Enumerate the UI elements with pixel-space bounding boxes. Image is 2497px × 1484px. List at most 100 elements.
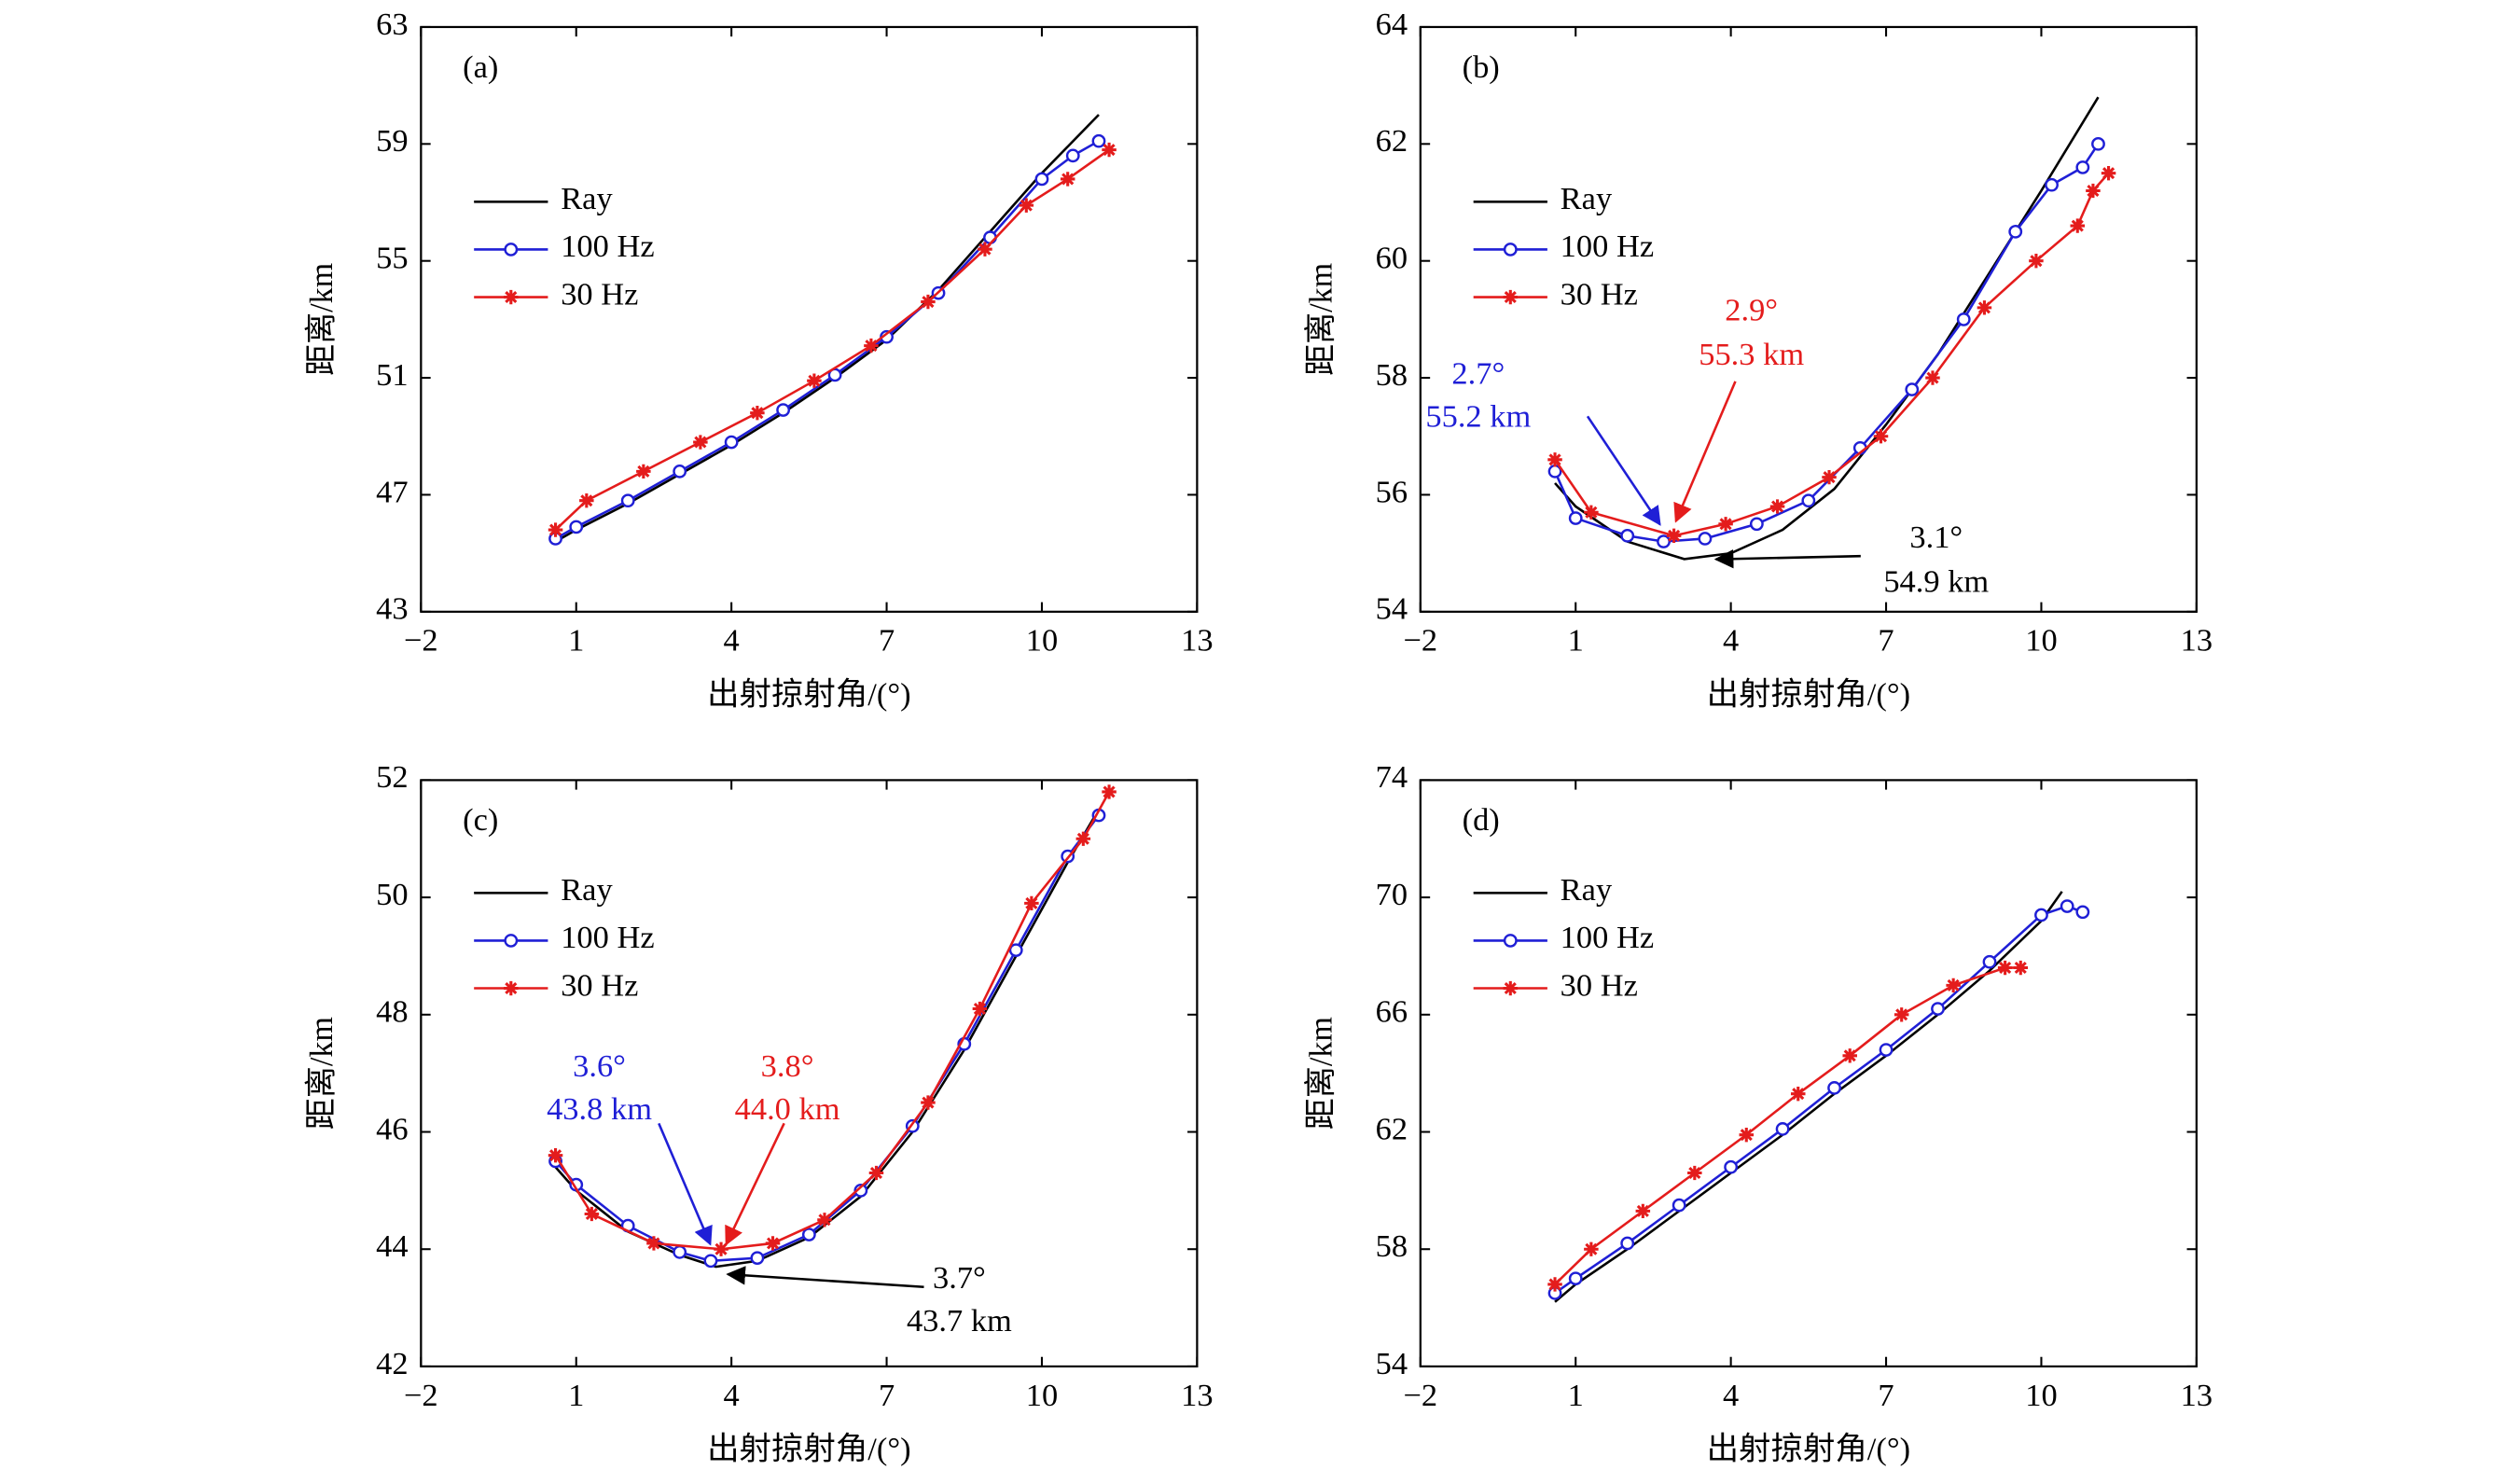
x-tick-label: 10 xyxy=(2025,1378,2057,1413)
point-marker xyxy=(1956,312,1971,326)
y-tick-label: 63 xyxy=(376,7,408,42)
legend-label: 100 Hz xyxy=(1561,920,1654,955)
point-marker xyxy=(1060,172,1075,187)
point-marker xyxy=(1827,1081,1841,1095)
point-marker xyxy=(1894,1007,1909,1022)
point-marker xyxy=(1102,784,1117,799)
point-marker xyxy=(1769,499,1785,514)
plot-frame xyxy=(1419,25,2198,613)
point-marker xyxy=(807,373,822,388)
point-marker xyxy=(548,1147,563,1163)
panel-label: (c) xyxy=(463,802,498,838)
x-tick-label: 7 xyxy=(879,623,895,659)
annotation: 3.8° xyxy=(761,1048,814,1084)
point-marker xyxy=(569,520,584,534)
y-tick-label: 46 xyxy=(376,1112,408,1147)
y-tick-label: 64 xyxy=(1376,7,1408,42)
point-marker xyxy=(2034,908,2048,922)
point-marker xyxy=(1997,960,2013,976)
point-marker xyxy=(1547,452,1562,467)
annotation: 55.2 km xyxy=(1425,399,1531,435)
point-marker xyxy=(817,1213,832,1227)
point-marker xyxy=(2075,905,2090,920)
legend-label: 100 Hz xyxy=(561,229,654,264)
point-marker xyxy=(2070,218,2086,233)
point-marker xyxy=(2029,254,2044,269)
x-tick-label: 10 xyxy=(1026,1378,1058,1413)
point-marker xyxy=(750,406,765,421)
y-axis-label: 距离/km xyxy=(304,262,340,375)
point-marker xyxy=(1584,505,1599,520)
annotation: 3.6° xyxy=(573,1048,626,1084)
annotation: 43.8 km xyxy=(547,1091,652,1127)
y-tick-label: 42 xyxy=(376,1346,408,1381)
annotation: 2.9° xyxy=(1725,293,1778,328)
point-marker xyxy=(2101,166,2116,181)
y-tick-label: 62 xyxy=(1376,1112,1408,1147)
data-line xyxy=(554,791,1111,1251)
x-tick-label: 7 xyxy=(1878,623,1894,659)
x-axis-label: 出射掠射角/(°) xyxy=(1707,1432,1910,1467)
y-tick-label: 51 xyxy=(376,357,408,393)
point-marker xyxy=(1666,528,1682,543)
point-marker xyxy=(1977,300,1992,315)
point-marker xyxy=(801,1227,816,1241)
legend-label: Ray xyxy=(1561,181,1612,216)
x-tick-label: 13 xyxy=(2181,1378,2213,1413)
annotation: 44.0 km xyxy=(735,1091,840,1127)
point-marker xyxy=(1790,1086,1806,1102)
point-marker xyxy=(620,493,635,508)
x-tick-label: −2 xyxy=(404,1378,438,1413)
point-marker xyxy=(646,1236,661,1251)
point-marker xyxy=(1657,534,1671,548)
point-marker xyxy=(1584,1241,1599,1256)
point-marker xyxy=(1024,895,1039,911)
legend-label: 30 Hz xyxy=(1561,968,1638,1004)
x-tick-label: 13 xyxy=(2181,623,2213,659)
y-tick-label: 62 xyxy=(1376,123,1408,159)
legend-label: 30 Hz xyxy=(561,277,638,312)
x-tick-label: 4 xyxy=(1723,623,1739,659)
point-marker xyxy=(2075,160,2090,174)
legend-label: 100 Hz xyxy=(1561,229,1654,264)
point-marker xyxy=(1008,943,1023,957)
legend-marker xyxy=(504,289,519,305)
y-tick-label: 58 xyxy=(1376,1228,1408,1264)
annotation-arrow xyxy=(725,1122,785,1246)
point-marker xyxy=(1905,382,1920,396)
point-marker xyxy=(1822,469,1837,485)
point-marker xyxy=(1749,517,1764,532)
point-marker xyxy=(1547,1277,1562,1292)
panel-label: (b) xyxy=(1463,49,1500,85)
x-tick-label: 4 xyxy=(724,623,740,659)
point-marker xyxy=(864,338,879,354)
point-marker xyxy=(1801,493,1816,508)
x-tick-label: 4 xyxy=(724,1378,740,1413)
annotation-arrow xyxy=(1586,415,1661,526)
y-tick-label: 59 xyxy=(376,123,408,159)
x-tick-label: 13 xyxy=(1181,1378,1213,1413)
x-tick-label: 7 xyxy=(1878,1378,1894,1413)
legend-marker xyxy=(1503,289,1519,305)
x-tick-label: 1 xyxy=(568,623,584,659)
y-tick-label: 43 xyxy=(376,591,408,627)
annotation: 54.9 km xyxy=(1883,564,1989,600)
point-marker xyxy=(1879,1043,1894,1057)
point-marker xyxy=(983,230,997,244)
data-line xyxy=(554,814,1101,1263)
point-marker xyxy=(921,294,936,310)
y-axis-label: 距离/km xyxy=(1303,1017,1339,1130)
point-marker xyxy=(2045,177,2059,192)
legend-label: 100 Hz xyxy=(561,920,654,955)
data-line xyxy=(1553,143,2100,543)
y-tick-label: 56 xyxy=(1376,474,1408,509)
x-axis-label: 出射掠射角/(°) xyxy=(707,1432,910,1467)
point-marker xyxy=(1620,529,1635,543)
legend-marker xyxy=(1503,934,1518,948)
annotation: 43.7 km xyxy=(907,1303,1012,1338)
point-marker xyxy=(765,1236,781,1251)
point-marker xyxy=(1568,1271,1583,1285)
annotation: 3.1° xyxy=(1909,520,1963,555)
